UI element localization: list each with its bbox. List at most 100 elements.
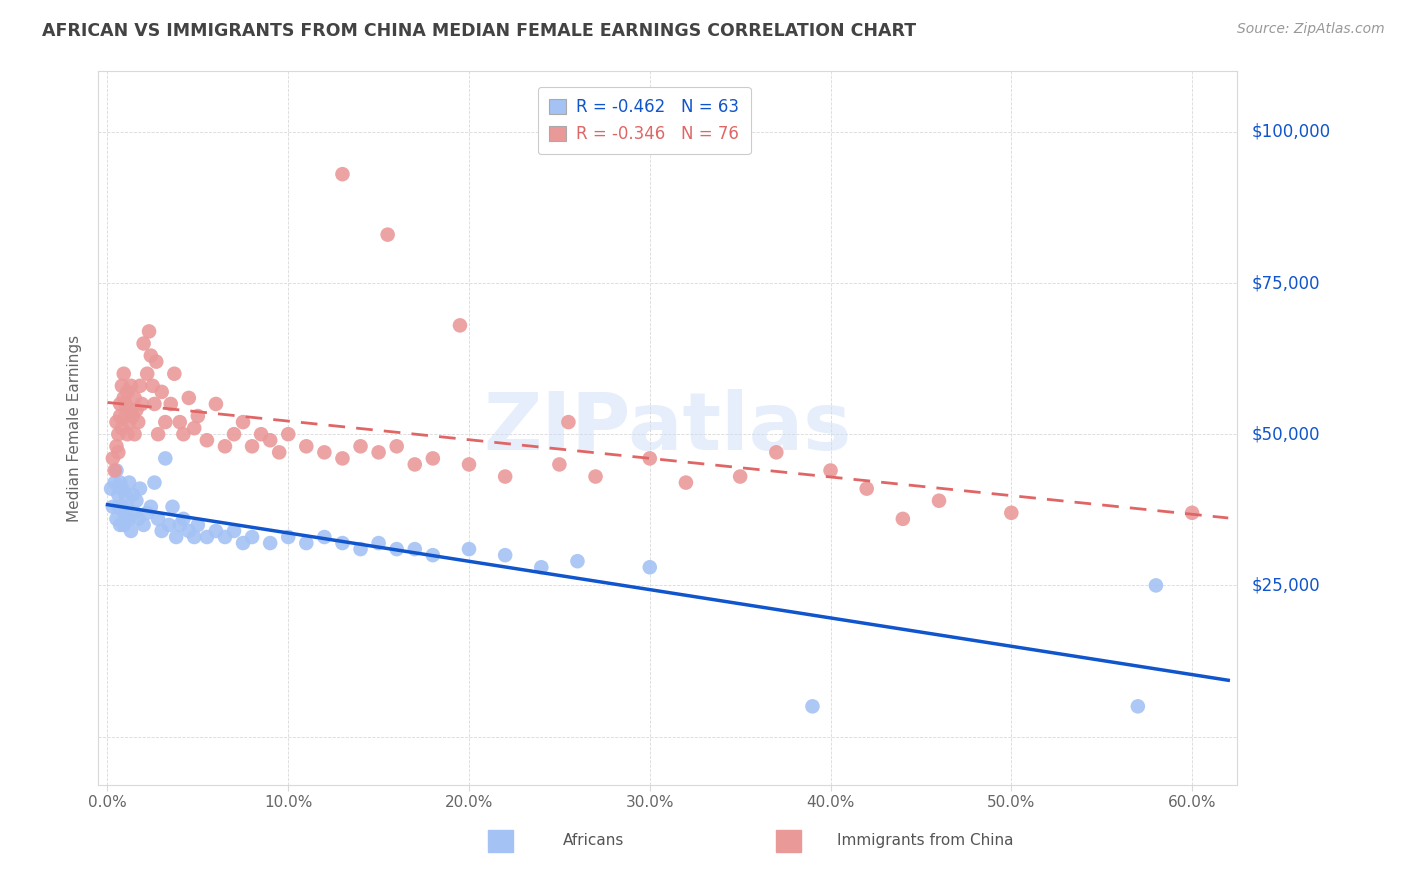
Text: $50,000: $50,000 (1251, 425, 1320, 443)
Point (139, 349, 162, 363)
Point (146, 512, 169, 526)
Point (891, 512, 914, 526)
Point (801, 699, 824, 714)
Point (100, 482, 122, 496)
Point (240, 439, 263, 453)
Text: ZIPatlas: ZIPatlas (484, 389, 852, 467)
Point (367, 445, 389, 459)
Point (222, 524, 245, 538)
Point (143, 397, 166, 411)
Point (277, 530, 299, 544)
Text: Immigrants from China: Immigrants from China (837, 833, 1014, 847)
Point (139, 500, 162, 514)
Point (165, 530, 187, 544)
Point (638, 451, 661, 466)
Point (105, 415, 128, 429)
Text: Source: ZipAtlas.com: Source: ZipAtlas.com (1237, 22, 1385, 37)
Point (422, 451, 444, 466)
Point (108, 475, 131, 490)
Text: Africans: Africans (562, 833, 624, 847)
Point (385, 439, 408, 453)
Point (162, 500, 184, 514)
Point (250, 427, 273, 442)
Point (494, 548, 516, 562)
Point (114, 409, 136, 423)
Point (332, 451, 354, 466)
Point (377, 227, 399, 242)
Point (105, 439, 128, 453)
Point (548, 458, 571, 472)
Point (177, 524, 200, 538)
Point (114, 512, 136, 526)
Point (163, 367, 186, 381)
Point (111, 379, 134, 393)
Point (101, 500, 124, 514)
Point (728, 469, 751, 483)
Point (150, 524, 173, 538)
Point (132, 336, 155, 351)
Point (120, 403, 142, 417)
Point (458, 542, 481, 557)
Point (118, 512, 141, 526)
Point (169, 517, 191, 532)
Point (494, 469, 516, 483)
Point (108, 409, 131, 423)
Point (187, 517, 209, 532)
Point (404, 458, 426, 472)
Point (121, 409, 143, 423)
Point (295, 439, 318, 453)
Point (159, 397, 181, 411)
Point (295, 536, 318, 550)
Point (332, 167, 354, 181)
Point (404, 542, 426, 557)
Point (107, 488, 129, 502)
Point (114, 397, 136, 411)
Point (131, 397, 153, 411)
Point (145, 354, 167, 368)
Point (146, 427, 169, 442)
Point (183, 421, 205, 435)
Point (117, 427, 139, 442)
Point (205, 397, 228, 411)
Point (111, 482, 134, 496)
Point (101, 451, 124, 466)
Point (567, 554, 589, 568)
Text: $75,000: $75,000 (1251, 274, 1320, 292)
Point (120, 379, 142, 393)
Point (1181, 506, 1204, 520)
Point (240, 530, 263, 544)
Point (107, 500, 129, 514)
Point (195, 434, 218, 448)
Point (367, 536, 389, 550)
Point (314, 530, 336, 544)
Point (585, 469, 607, 483)
Point (332, 536, 354, 550)
Point (107, 445, 129, 459)
Point (259, 536, 281, 550)
Point (104, 463, 127, 477)
Legend: R = -0.462   N = 63, R = -0.346   N = 76: R = -0.462 N = 63, R = -0.346 N = 76 (537, 87, 751, 154)
Point (530, 560, 553, 574)
Point (222, 427, 245, 442)
Point (114, 488, 136, 502)
Point (112, 367, 135, 381)
Point (118, 415, 141, 429)
Point (172, 427, 194, 442)
Point (820, 463, 842, 477)
Point (155, 451, 177, 466)
Y-axis label: Median Female Earnings: Median Female Earnings (67, 334, 83, 522)
Point (155, 415, 177, 429)
Point (183, 530, 205, 544)
Point (138, 325, 160, 339)
Point (385, 542, 408, 557)
Point (157, 517, 180, 532)
Point (449, 318, 471, 333)
Point (112, 391, 135, 405)
Point (422, 548, 444, 562)
Point (143, 475, 166, 490)
Text: AFRICAN VS IMMIGRANTS FROM CHINA MEDIAN FEMALE EARNINGS CORRELATION CHART: AFRICAN VS IMMIGRANTS FROM CHINA MEDIAN … (42, 22, 917, 40)
Point (105, 512, 128, 526)
Point (112, 506, 135, 520)
Point (111, 421, 134, 435)
Point (765, 445, 787, 459)
